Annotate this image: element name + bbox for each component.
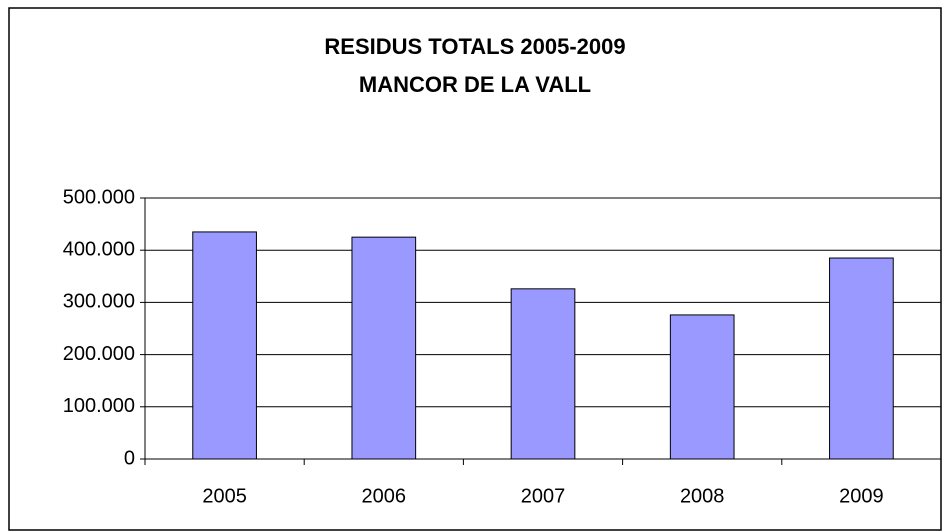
x-tick-label: 2007 (521, 485, 566, 507)
x-tick-label: 2006 (362, 485, 407, 507)
y-tick-label: 500.000 (63, 186, 135, 208)
x-tick-label: 2008 (680, 485, 725, 507)
chart-title: RESIDUS TOTALS 2005-2009 (324, 34, 625, 59)
chart-border (8, 7, 942, 531)
bar (192, 231, 257, 460)
y-tick-label: 100.000 (63, 395, 135, 417)
bar (829, 257, 894, 460)
chart-subtitle: MANCOR DE LA VALL (359, 72, 591, 97)
y-tick-label: 0 (124, 447, 135, 469)
bar (669, 314, 735, 460)
y-tick-label: 300.000 (63, 291, 135, 313)
bar (510, 288, 576, 460)
bar (351, 236, 417, 460)
y-tick-label: 200.000 (63, 343, 135, 365)
x-tick-label: 2005 (202, 485, 247, 507)
x-tick-label: 2009 (839, 485, 884, 507)
y-tick-label: 400.000 (63, 238, 135, 260)
